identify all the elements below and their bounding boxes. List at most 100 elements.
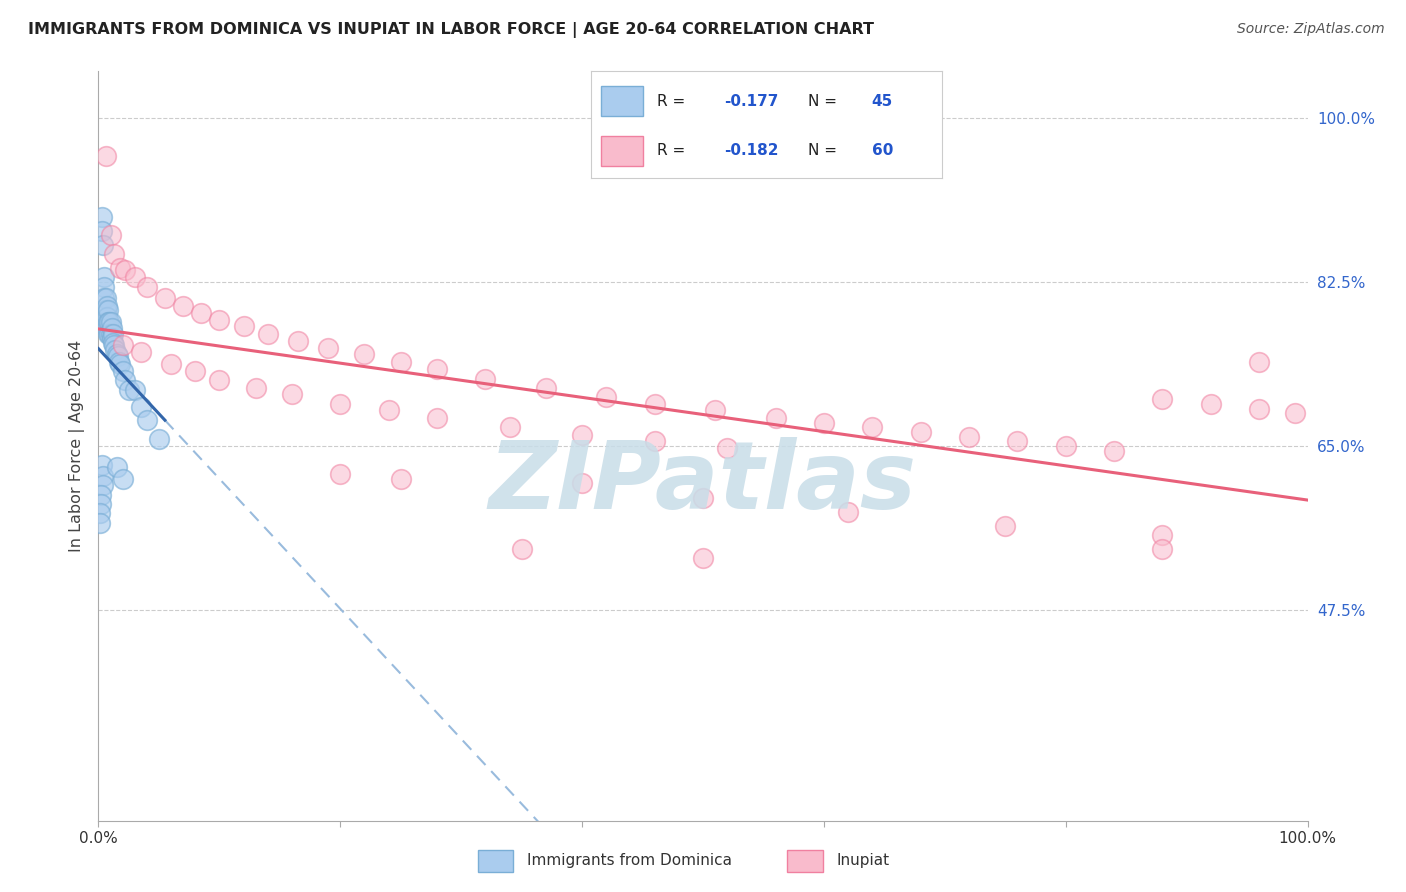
Point: [389, 355, 412, 369]
Point: [1284, 406, 1306, 420]
Point: [644, 434, 666, 449]
Point: [1054, 439, 1077, 453]
Point: [91, 458, 114, 472]
Point: [118, 383, 141, 397]
Point: [994, 518, 1017, 533]
Point: [716, 441, 738, 455]
Point: [1007, 434, 1029, 449]
Point: [129, 400, 152, 414]
Point: [94, 303, 117, 318]
Point: [93, 270, 115, 285]
Point: [837, 505, 859, 519]
Point: [90, 488, 112, 502]
Point: [1152, 541, 1174, 557]
Point: [105, 459, 128, 474]
Point: [316, 341, 339, 355]
Point: [103, 247, 125, 261]
Text: -0.182: -0.182: [724, 143, 779, 158]
Point: [96, 298, 118, 313]
Point: [114, 374, 136, 388]
Point: [124, 270, 146, 285]
Text: ZIPatlas: ZIPatlas: [489, 437, 917, 530]
Point: [91, 210, 114, 224]
Point: [245, 381, 267, 395]
Point: [474, 371, 496, 385]
Point: [108, 261, 131, 276]
Point: [124, 383, 146, 397]
Point: [256, 326, 278, 341]
Text: -0.177: -0.177: [724, 94, 779, 109]
Text: R =: R =: [657, 94, 690, 109]
Point: [765, 410, 787, 425]
Point: [571, 476, 593, 491]
Point: [94, 315, 117, 329]
Point: [692, 551, 714, 566]
Point: [1152, 528, 1174, 542]
Point: [91, 224, 114, 238]
Point: [93, 280, 115, 294]
Point: [90, 497, 112, 511]
Point: [498, 420, 520, 434]
Point: [595, 390, 617, 404]
Point: [89, 516, 111, 530]
Point: [114, 263, 136, 277]
Text: 45: 45: [872, 94, 893, 109]
FancyBboxPatch shape: [602, 87, 644, 116]
Point: [353, 347, 375, 361]
Text: 60: 60: [872, 143, 893, 158]
Point: [103, 338, 125, 352]
FancyBboxPatch shape: [787, 849, 823, 872]
Point: [860, 420, 883, 434]
Point: [135, 413, 157, 427]
Point: [184, 364, 207, 378]
Point: [91, 237, 114, 252]
Point: [534, 381, 557, 395]
FancyBboxPatch shape: [602, 136, 644, 166]
Point: [190, 306, 212, 320]
Point: [101, 326, 124, 341]
Point: [107, 349, 129, 363]
Point: [100, 315, 122, 329]
Point: [91, 469, 114, 483]
Point: [172, 298, 194, 313]
Point: [160, 357, 183, 371]
Point: [96, 310, 118, 324]
Point: [426, 362, 449, 376]
Point: [100, 326, 122, 341]
Point: [101, 336, 124, 351]
Point: [208, 374, 231, 388]
Point: [510, 541, 533, 557]
Text: Immigrants from Dominica: Immigrants from Dominica: [527, 854, 733, 868]
Text: R =: R =: [657, 143, 690, 158]
Point: [89, 507, 111, 521]
Point: [1199, 397, 1222, 411]
Point: [232, 319, 254, 334]
Point: [100, 321, 122, 335]
Point: [148, 432, 170, 446]
Point: [94, 291, 117, 305]
Point: [98, 315, 121, 329]
Point: [97, 326, 120, 341]
Point: [1249, 355, 1271, 369]
Point: [111, 472, 134, 486]
FancyBboxPatch shape: [478, 849, 513, 872]
Point: [98, 326, 121, 341]
Text: IMMIGRANTS FROM DOMINICA VS INUPIAT IN LABOR FORCE | AGE 20-64 CORRELATION CHART: IMMIGRANTS FROM DOMINICA VS INUPIAT IN L…: [28, 22, 875, 38]
Point: [329, 397, 352, 411]
Y-axis label: In Labor Force | Age 20-64: In Labor Force | Age 20-64: [69, 340, 84, 552]
Point: [93, 291, 115, 305]
Point: [813, 416, 835, 430]
Point: [91, 478, 114, 492]
Point: [571, 427, 593, 442]
Point: [644, 397, 666, 411]
Point: [135, 280, 157, 294]
Point: [96, 321, 118, 335]
Point: [704, 403, 727, 417]
Point: [108, 357, 131, 371]
Point: [1249, 401, 1271, 416]
Point: [426, 410, 449, 425]
Point: [281, 387, 304, 401]
Point: [97, 303, 120, 318]
Point: [108, 355, 131, 369]
Point: [329, 467, 352, 482]
